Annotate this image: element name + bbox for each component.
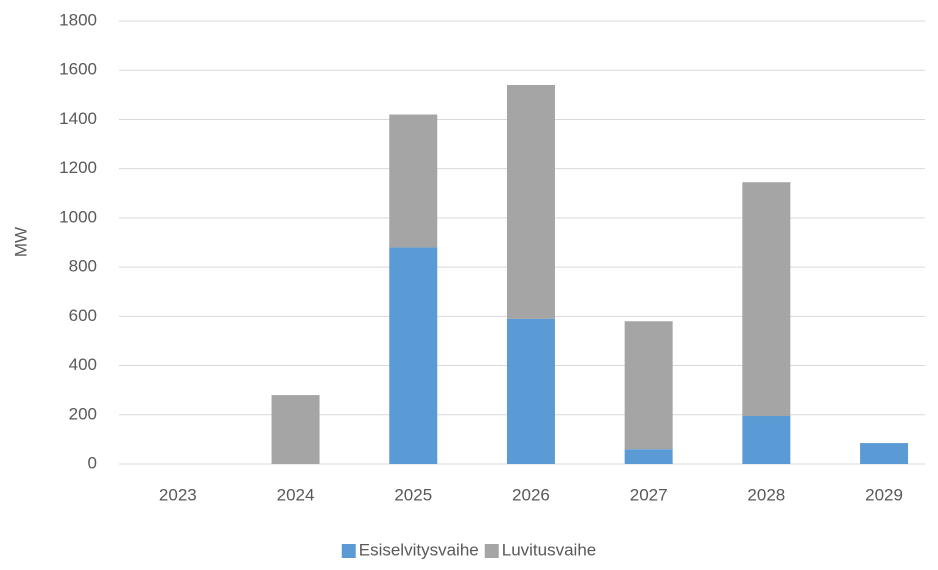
x-tick-label: 2026 [512, 485, 550, 504]
bar-segment [389, 114, 438, 248]
x-tick-label: 2028 [747, 485, 785, 504]
y-tick-label: 1000 [59, 207, 97, 226]
y-tick-label: 1200 [59, 158, 97, 177]
bar-segment [271, 395, 320, 464]
legend-swatch [341, 544, 356, 558]
x-tick-label: 2025 [394, 485, 432, 504]
x-tick-label: 2023 [159, 485, 197, 504]
x-tick-label: 2024 [277, 485, 315, 504]
bar-segment [506, 318, 555, 464]
bar-segment [860, 443, 909, 464]
x-tick-label: 2027 [630, 485, 668, 504]
y-axis-label: MW [11, 227, 30, 257]
bar-segment [742, 416, 791, 464]
bar-segment [742, 182, 791, 417]
y-tick-label: 0 [88, 453, 97, 472]
y-tick-label: 1600 [59, 60, 97, 79]
x-tick-label: 2029 [865, 485, 903, 504]
y-tick-label: 1400 [59, 109, 97, 128]
legend-swatch [484, 544, 499, 558]
y-tick-label: 1800 [59, 10, 97, 29]
y-tick-label: 200 [69, 404, 97, 423]
legend-label: Esiselvitysvaihe [359, 540, 479, 559]
bar-segment [624, 321, 673, 450]
y-tick-label: 400 [69, 355, 97, 374]
legend-label: Luvitusvaihe [502, 540, 597, 559]
y-tick-label: 800 [69, 257, 97, 276]
bar-segment [624, 449, 673, 464]
bar-segment [506, 84, 555, 319]
bar-segment [389, 247, 438, 464]
y-tick-label: 600 [69, 306, 97, 325]
